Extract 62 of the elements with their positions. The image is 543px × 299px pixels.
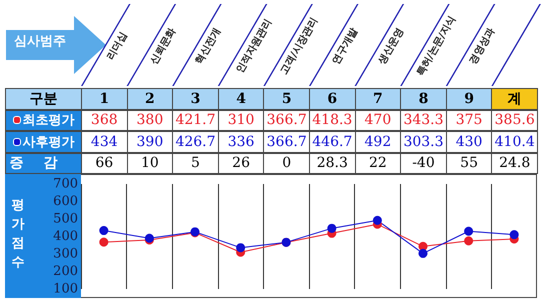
text: 24.8 — [491, 152, 538, 174]
data-label: 380 — [126, 110, 174, 131]
y-tick-label: 500 — [53, 212, 78, 226]
data-label: 426.7 — [172, 131, 219, 152]
legend-label: 사후평가 — [22, 134, 74, 151]
text: 22 — [354, 152, 402, 174]
legend-label: 최초평가 — [22, 112, 74, 130]
x-tick-label: 2 — [126, 88, 174, 110]
point — [99, 226, 108, 236]
data-label: 366.7 — [263, 110, 310, 131]
data-label: 390 — [126, 131, 174, 152]
text: 28.3 — [309, 152, 356, 174]
y-tick-label: 300 — [53, 246, 78, 262]
text: 26 — [218, 152, 264, 174]
data-label: 336 — [218, 131, 264, 152]
x-tick-label: 4 — [218, 88, 264, 110]
data-label: 368 — [81, 110, 128, 131]
y-axis-title: 평가점수 — [10, 197, 26, 272]
x-tick-label: 9 — [446, 88, 492, 110]
data-label: 492 — [354, 131, 402, 152]
y-tick-label: 600 — [53, 194, 78, 209]
y-tick-label: 400 — [53, 229, 78, 244]
text: 0 — [263, 152, 310, 174]
data-label: 310 — [218, 110, 264, 131]
x-tick-label: 8 — [400, 88, 447, 110]
x-tick-label: 1 — [81, 88, 128, 110]
point — [510, 230, 519, 240]
text: 증감 — [5, 152, 82, 174]
data-label: 446.7 — [309, 131, 356, 152]
data-label: 343.3 — [400, 110, 447, 131]
point — [236, 243, 246, 252]
x-tick-label: 5 — [263, 88, 310, 110]
text: 5 — [172, 152, 219, 174]
y-tick-label: 700 — [53, 176, 78, 192]
data-label: 375 — [446, 110, 492, 131]
x-tick-label: 7 — [354, 88, 402, 110]
x-tick-label: 6 — [309, 88, 356, 110]
data-label: 418.3 — [309, 110, 356, 131]
point — [327, 224, 336, 233]
x-tick-label: 3 — [172, 88, 219, 110]
data-label: 303.3 — [400, 131, 447, 152]
y-tick-label: 100 — [53, 282, 78, 296]
x-tick-label: 계 — [491, 88, 538, 110]
text: -40 — [400, 152, 447, 174]
data-label: 366.7 — [263, 131, 310, 152]
data-label: 434 — [81, 131, 128, 152]
data-label: 470 — [354, 110, 402, 131]
data-label: 410.4 — [491, 131, 538, 152]
point — [372, 216, 382, 225]
point — [99, 238, 108, 247]
data-label: 421.7 — [172, 110, 219, 131]
legend-title: 구분 — [5, 88, 82, 110]
point — [464, 236, 474, 246]
point — [464, 226, 474, 236]
text: 55 — [446, 152, 492, 174]
text: 66 — [81, 152, 128, 174]
y-tick-label: 200 — [53, 264, 78, 279]
point — [418, 248, 428, 258]
x-axis-title: 심사범주 — [14, 33, 66, 50]
text: 10 — [126, 152, 174, 174]
data-label: 385.6 — [491, 110, 538, 131]
data-label: 430 — [446, 131, 492, 152]
